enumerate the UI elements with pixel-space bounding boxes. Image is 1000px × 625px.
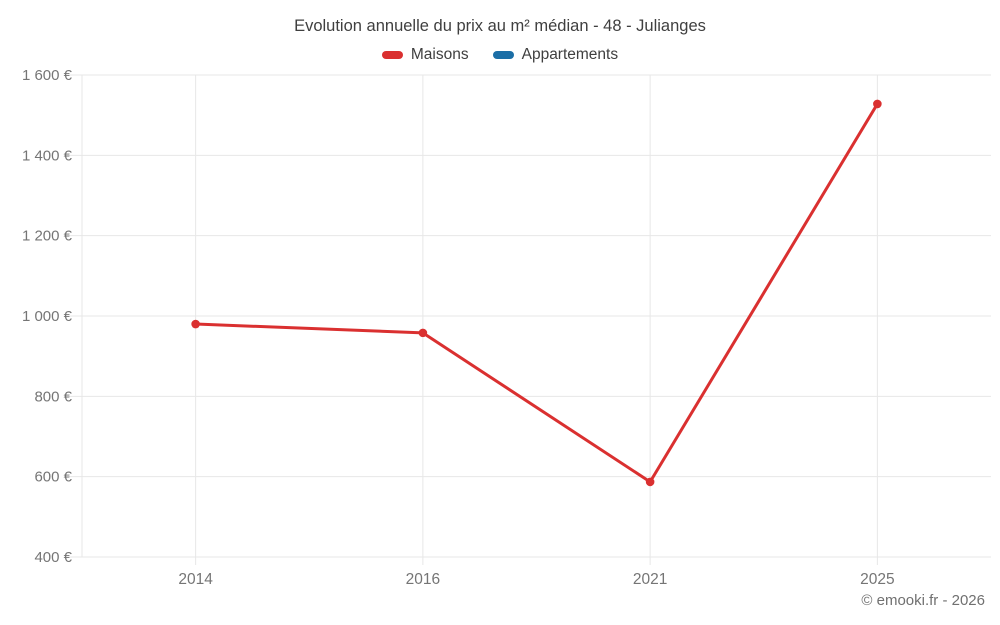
chart-title: Evolution annuelle du prix au m² médian … — [294, 17, 706, 35]
y-tick-label: 600 € — [34, 469, 72, 486]
legend: Maisons Appartements — [0, 46, 1000, 64]
y-tick-label: 800 € — [34, 388, 72, 405]
data-point-maisons-2021[interactable] — [645, 477, 655, 487]
copyright-text: © emooki.fr - 2026 — [861, 592, 985, 609]
x-tick-label: 2025 — [860, 571, 894, 588]
legend-item-maisons[interactable]: Maisons — [381, 46, 469, 64]
legend-label-appartements: Appartements — [521, 46, 619, 63]
series-line-maisons — [194, 102, 879, 484]
y-tick-label: 1 600 € — [22, 67, 73, 84]
x-tick-label: 2021 — [633, 571, 667, 588]
x-tick-label: 2014 — [178, 571, 213, 588]
data-point-maisons-2025[interactable] — [873, 99, 882, 109]
maisons-swatch-icon — [381, 51, 403, 59]
x-tick-label: 2016 — [406, 571, 440, 588]
appartements-swatch-icon — [492, 51, 514, 59]
legend-item-appartements[interactable]: Appartements — [492, 46, 619, 64]
y-tick-label: 400 € — [34, 549, 72, 566]
legend-label-maisons: Maisons — [410, 46, 469, 63]
data-point-maisons-2016[interactable] — [418, 328, 428, 338]
y-tick-label: 1 200 € — [22, 228, 73, 245]
y-tick-label: 1 400 € — [22, 147, 73, 164]
y-tick-label: 1 000 € — [22, 308, 73, 325]
data-point-maisons-2014[interactable] — [191, 319, 200, 329]
